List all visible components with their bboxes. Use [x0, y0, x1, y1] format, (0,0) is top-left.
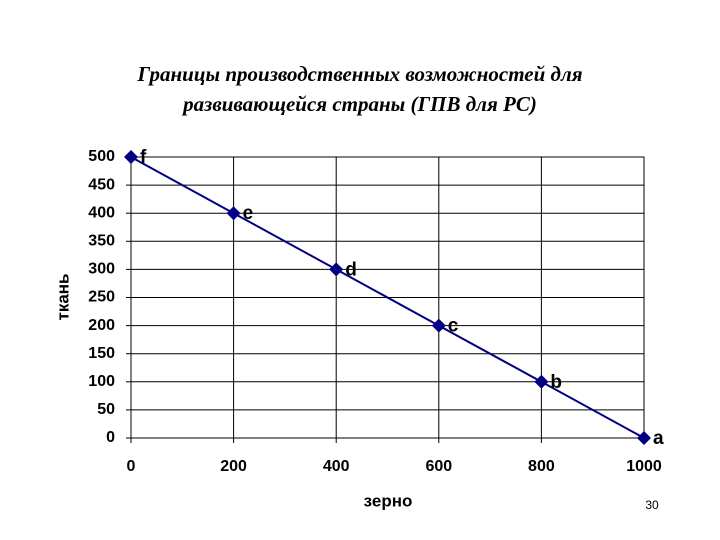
y-tick-label: 0	[106, 429, 115, 446]
y-tick-label: 100	[88, 373, 115, 390]
y-tick-label: 450	[88, 176, 115, 193]
data-point	[124, 150, 138, 164]
y-tick-label: 200	[88, 317, 115, 334]
data-point	[637, 431, 651, 445]
point-label: e	[243, 203, 254, 224]
x-tick-label: 0	[127, 458, 136, 475]
point-label: c	[448, 316, 459, 337]
data-point	[431, 318, 446, 333]
y-tick-label: 500	[88, 148, 115, 165]
y-tick-label: 50	[97, 401, 115, 418]
y-tick-label: 300	[88, 261, 115, 278]
x-axis-label: зерно	[364, 491, 413, 510]
chart-title: Границы производственных возможностей дл…	[136, 62, 582, 86]
x-tick-label: 1000	[626, 458, 662, 475]
y-tick-label: 150	[88, 345, 115, 362]
x-tick-label: 600	[425, 458, 452, 475]
x-tick-label: 200	[220, 458, 247, 475]
x-tick-label: 800	[528, 458, 555, 475]
point-label: a	[653, 428, 664, 449]
data-point	[226, 206, 241, 221]
x-tick-label: 400	[323, 458, 350, 475]
point-label: f	[140, 147, 147, 168]
page-number: 30	[645, 498, 659, 512]
y-axis-label: ткань	[53, 273, 72, 320]
point-label: d	[345, 259, 357, 280]
point-label: b	[550, 372, 562, 393]
series-line	[130, 156, 645, 439]
y-tick-label: 350	[88, 233, 115, 250]
data-point	[329, 262, 344, 277]
y-tick-label: 250	[88, 289, 115, 306]
y-tick-label: 400	[88, 204, 115, 221]
data-point	[534, 374, 549, 389]
plot-border	[130, 156, 645, 439]
chart-title: развивающейся страны (ГПВ для РС)	[181, 92, 537, 116]
